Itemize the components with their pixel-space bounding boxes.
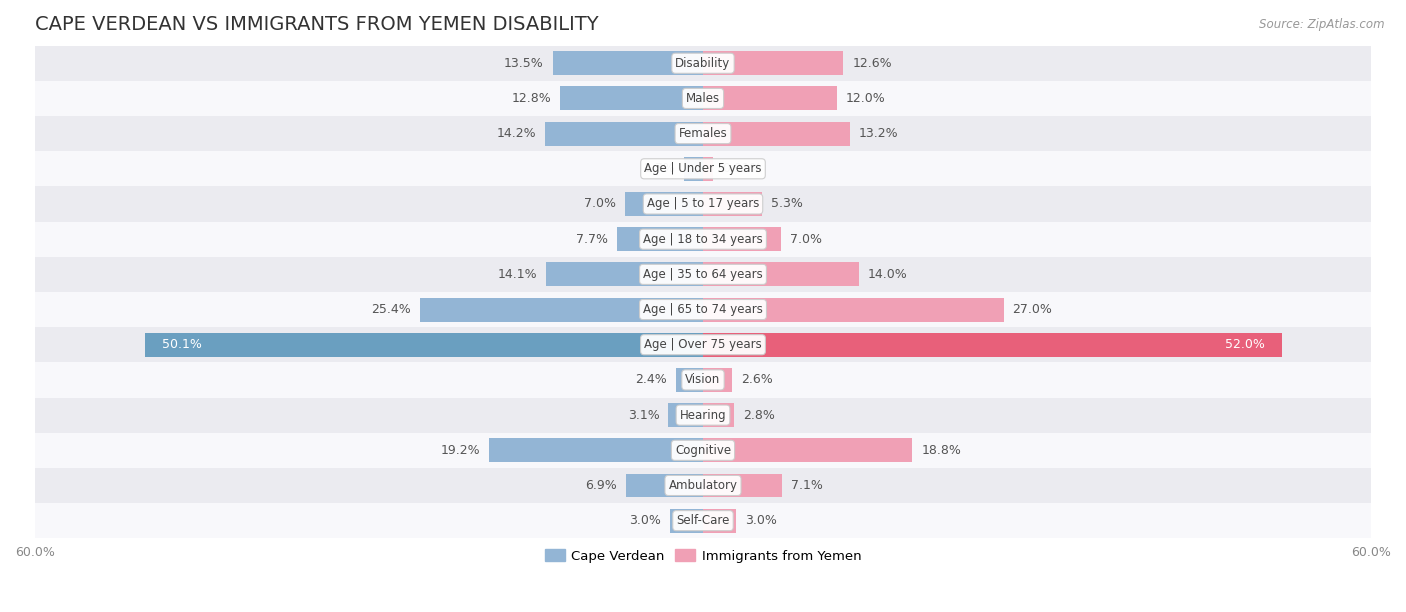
Text: 14.1%: 14.1%	[498, 268, 537, 281]
Bar	[703, 403, 734, 427]
Bar	[626, 474, 703, 498]
Text: 2.6%: 2.6%	[741, 373, 773, 386]
Text: 7.7%: 7.7%	[576, 233, 609, 245]
Bar	[703, 192, 762, 216]
Bar	[35, 327, 1371, 362]
Bar	[703, 263, 859, 286]
Bar	[703, 368, 733, 392]
Bar	[703, 333, 1282, 357]
Text: 27.0%: 27.0%	[1012, 303, 1053, 316]
Bar	[35, 503, 1371, 538]
Text: 12.8%: 12.8%	[512, 92, 551, 105]
Text: Ambulatory: Ambulatory	[668, 479, 738, 492]
Bar	[703, 509, 737, 532]
Bar	[35, 222, 1371, 257]
Bar	[685, 157, 703, 181]
Text: 14.0%: 14.0%	[868, 268, 907, 281]
Text: 19.2%: 19.2%	[440, 444, 481, 457]
Bar	[35, 362, 1371, 398]
Text: 12.0%: 12.0%	[845, 92, 886, 105]
Text: CAPE VERDEAN VS IMMIGRANTS FROM YEMEN DISABILITY: CAPE VERDEAN VS IMMIGRANTS FROM YEMEN DI…	[35, 15, 599, 34]
Bar	[35, 151, 1371, 187]
Text: 18.8%: 18.8%	[921, 444, 962, 457]
Bar	[703, 122, 851, 146]
Text: 12.6%: 12.6%	[852, 57, 891, 70]
Bar	[676, 368, 703, 392]
Bar	[35, 257, 1371, 292]
Text: 1.7%: 1.7%	[644, 162, 675, 175]
Bar	[553, 51, 703, 75]
Bar	[35, 433, 1371, 468]
Bar	[35, 81, 1371, 116]
Text: 52.0%: 52.0%	[1226, 338, 1265, 351]
Text: 50.1%: 50.1%	[162, 338, 201, 351]
Text: Age | 18 to 34 years: Age | 18 to 34 years	[643, 233, 763, 245]
Text: 3.1%: 3.1%	[628, 409, 659, 422]
Text: Age | Over 75 years: Age | Over 75 years	[644, 338, 762, 351]
Bar	[703, 227, 780, 251]
Text: 13.5%: 13.5%	[503, 57, 544, 70]
Text: 25.4%: 25.4%	[371, 303, 412, 316]
Bar	[35, 116, 1371, 151]
Text: Age | 5 to 17 years: Age | 5 to 17 years	[647, 198, 759, 211]
Bar	[668, 403, 703, 427]
Bar	[626, 192, 703, 216]
Bar	[703, 474, 782, 498]
Bar	[145, 333, 703, 357]
Text: Disability: Disability	[675, 57, 731, 70]
Legend: Cape Verdean, Immigrants from Yemen: Cape Verdean, Immigrants from Yemen	[540, 544, 866, 568]
Text: Cognitive: Cognitive	[675, 444, 731, 457]
Bar	[546, 122, 703, 146]
Text: 6.9%: 6.9%	[585, 479, 617, 492]
Text: 3.0%: 3.0%	[745, 514, 778, 527]
Text: Age | Under 5 years: Age | Under 5 years	[644, 162, 762, 175]
Text: Hearing: Hearing	[679, 409, 727, 422]
Bar	[703, 297, 1004, 321]
Text: Self-Care: Self-Care	[676, 514, 730, 527]
Bar	[35, 46, 1371, 81]
Bar	[703, 438, 912, 462]
Bar	[703, 86, 837, 110]
Text: 5.3%: 5.3%	[770, 198, 803, 211]
Text: 7.1%: 7.1%	[792, 479, 823, 492]
Text: 14.2%: 14.2%	[496, 127, 536, 140]
Text: Females: Females	[679, 127, 727, 140]
Text: Age | 65 to 74 years: Age | 65 to 74 years	[643, 303, 763, 316]
Bar	[669, 509, 703, 532]
Bar	[35, 468, 1371, 503]
Bar	[35, 292, 1371, 327]
Text: 7.0%: 7.0%	[583, 198, 616, 211]
Text: 7.0%: 7.0%	[790, 233, 823, 245]
Bar	[35, 187, 1371, 222]
Text: 0.91%: 0.91%	[723, 162, 762, 175]
Text: 13.2%: 13.2%	[859, 127, 898, 140]
Text: 2.8%: 2.8%	[744, 409, 775, 422]
Bar	[703, 51, 844, 75]
Bar	[489, 438, 703, 462]
Text: Age | 35 to 64 years: Age | 35 to 64 years	[643, 268, 763, 281]
Bar	[35, 398, 1371, 433]
Text: 2.4%: 2.4%	[636, 373, 668, 386]
Bar	[546, 263, 703, 286]
Bar	[561, 86, 703, 110]
Bar	[420, 297, 703, 321]
Text: Vision: Vision	[685, 373, 721, 386]
Text: Source: ZipAtlas.com: Source: ZipAtlas.com	[1260, 18, 1385, 31]
Bar	[617, 227, 703, 251]
Text: Males: Males	[686, 92, 720, 105]
Bar	[703, 157, 713, 181]
Text: 3.0%: 3.0%	[628, 514, 661, 527]
